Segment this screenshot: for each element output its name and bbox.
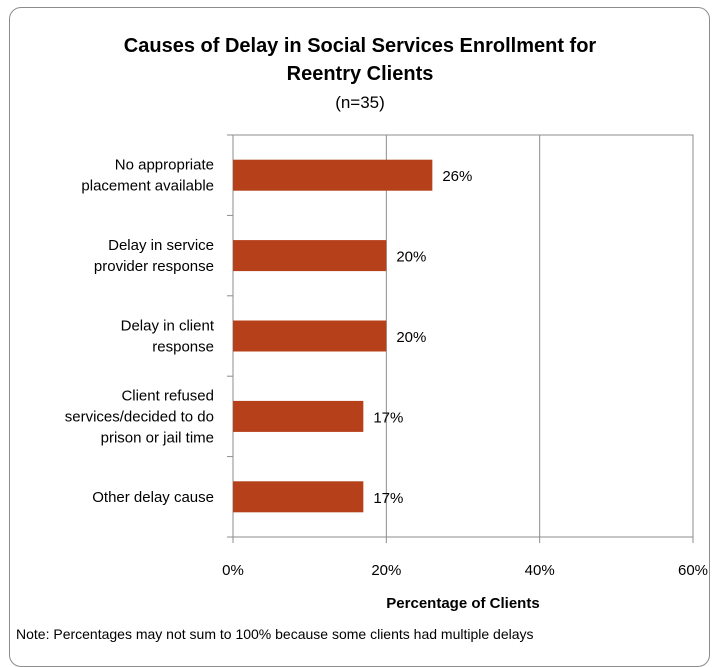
bar-chart: No appropriate placement available Delay i…: [65, 134, 708, 612]
category-label: Other delay cause: [92, 489, 214, 506]
bars: [233, 159, 433, 513]
bar: [233, 320, 387, 352]
x-tick-labels: 0% 20% 40% 60%: [222, 562, 708, 579]
chart-title-line: Causes of Delay in Social Services Enrol…: [123, 35, 597, 57]
category-labels: No appropriate placement available Delay i…: [65, 157, 215, 506]
x-axis-title: Percentage of Clients: [386, 595, 539, 612]
data-label: 26%: [442, 168, 472, 185]
bar: [233, 400, 364, 432]
bar: [233, 481, 364, 513]
data-label: 20%: [396, 329, 426, 346]
x-tick-label: 20%: [371, 562, 401, 579]
bar: [233, 159, 433, 191]
category-label: services/decided to do: [65, 408, 214, 425]
category-label: No appropriate: [115, 157, 214, 174]
category-label: Delay in service: [108, 237, 214, 254]
category-label: Client refused: [121, 387, 214, 404]
data-label: 17%: [373, 490, 403, 507]
data-label: 20%: [396, 249, 426, 266]
category-label: response: [152, 339, 214, 356]
bar: [233, 240, 387, 272]
x-tick-label: 0%: [222, 562, 244, 579]
x-tick-label: 40%: [525, 562, 555, 579]
chart-subtitle: (n=35): [335, 93, 385, 112]
category-label: prison or jail time: [101, 429, 214, 446]
data-labels: 26% 20% 20% 17% 17%: [373, 168, 472, 507]
x-tick-label: 60%: [678, 562, 708, 579]
data-label: 17%: [373, 409, 403, 426]
category-label: Delay in client: [121, 318, 215, 335]
footnote: Note: Percentages may not sum to 100% be…: [16, 626, 534, 642]
category-label: placement available: [81, 178, 214, 195]
chart-title-line: Reentry Clients: [286, 63, 434, 85]
chart-title: Causes of Delay in Social Services Enrol…: [0, 32, 720, 88]
category-label: provider response: [94, 258, 214, 275]
